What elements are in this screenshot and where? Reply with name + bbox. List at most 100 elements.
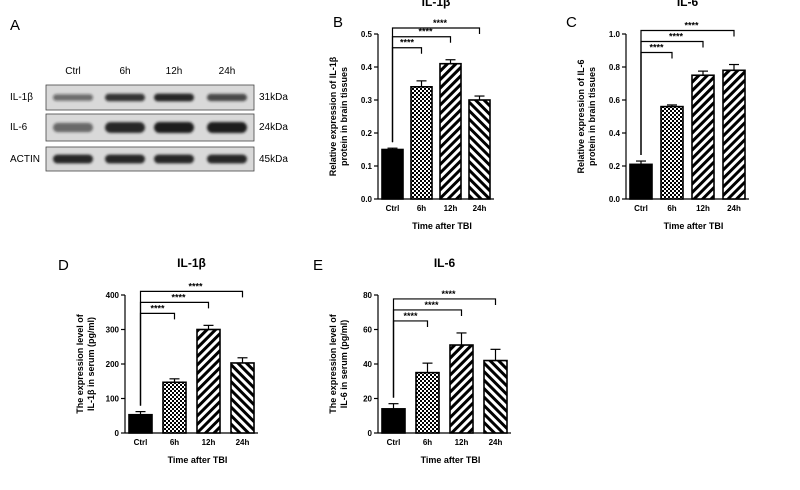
bar-ctrl: [128, 413, 153, 434]
significance-label-24h: ****: [684, 21, 699, 31]
panel-e-chart: E IL-6 0 20 40 60 80 The expression level ofIL-…: [313, 256, 511, 465]
y-tick-label: 0: [368, 429, 373, 438]
panel-letter-d: D: [58, 257, 69, 274]
y-tick-label: 0.8: [609, 63, 621, 72]
y-tick-label: 400: [106, 291, 120, 300]
y-tick-label: 0.2: [361, 129, 373, 138]
y-tick-label: 0.0: [609, 195, 621, 204]
blot-band-6h: [105, 154, 145, 164]
panel-a-western-blot: A Ctrl 6h 12h 24h IL-1β 31kDa IL-6 24kDa…: [10, 17, 288, 172]
panel-letter-b: B: [333, 14, 343, 31]
y-tick-label: 100: [106, 395, 120, 404]
x-tick-label-24h: 24h: [236, 438, 250, 447]
x-tick-label-24h: 24h: [489, 438, 503, 447]
y-tick-label: 0.6: [609, 96, 621, 105]
blot-band-12h: [154, 122, 194, 133]
blot-band-24h: [207, 122, 247, 133]
significance-label-12h: ****: [669, 32, 684, 42]
y-tick-label: 0.4: [609, 129, 621, 138]
bar-6h: [415, 371, 440, 434]
chart-title: IL-6: [677, 0, 699, 9]
significance-label-12h: ****: [418, 27, 433, 37]
significance-bracket-24h: [391, 27, 481, 143]
chart-title: IL-6: [434, 256, 456, 270]
significance-label-6h: ****: [649, 43, 664, 53]
y-axis-title-line: The expression level of: [328, 313, 338, 414]
y-tick-label: 20: [363, 395, 372, 404]
bar-12h: [449, 344, 474, 434]
significance-label-12h: ****: [171, 292, 186, 302]
blot-band-12h: [154, 154, 194, 164]
chart-title: IL-1β: [422, 0, 451, 9]
y-tick-label: 0.4: [361, 63, 373, 72]
y-axis-title-line: IL-1β in serum (pg/ml): [86, 317, 96, 411]
significance-label-24h: ****: [188, 281, 203, 291]
y-tick-label: 200: [106, 360, 120, 369]
y-axis-title: The expression level ofIL-1β in serum (p…: [75, 313, 96, 414]
x-tick-label-24h: 24h: [473, 204, 487, 213]
blot-protein-label: IL-1β: [10, 92, 33, 103]
x-tick-label-6h: 6h: [170, 438, 179, 447]
y-tick-label: 0.2: [609, 162, 621, 171]
y-axis-title: The expression level ofIL-6 in serum (pg…: [328, 313, 349, 414]
bar-24h: [230, 362, 255, 434]
lane-label-ctrl: Ctrl: [65, 66, 81, 77]
blot-protein-label: IL-6: [10, 122, 28, 133]
x-tick-label-ctrl: Ctrl: [134, 438, 148, 447]
y-tick-label: 1.0: [609, 30, 621, 39]
x-axis-title: Time after TBI: [664, 221, 724, 231]
panel-letter-a: A: [10, 17, 20, 34]
panel-letter-e: E: [313, 257, 323, 274]
y-tick-label: 80: [363, 291, 372, 300]
significance-bracket-24h: [392, 298, 497, 398]
blot-size-label: 31kDa: [259, 92, 288, 103]
blot-band-6h: [105, 122, 145, 133]
y-axis-title-line: Relative expression of IL-1β: [328, 56, 338, 176]
y-tick-label: 0.3: [361, 96, 373, 105]
bar-12h: [196, 328, 221, 434]
y-tick-label: 0.1: [361, 162, 373, 171]
blot-band-24h: [207, 154, 247, 164]
significance-bracket-24h: [640, 29, 735, 156]
x-tick-label-ctrl: Ctrl: [387, 438, 401, 447]
y-axis-title: Relative expression of IL-6protein in br…: [576, 59, 597, 173]
significance-label-6h: ****: [400, 38, 415, 48]
bar-6h: [162, 381, 187, 434]
lane-label-6h: 6h: [119, 66, 130, 77]
blot-protein-label: ACTIN: [10, 154, 40, 165]
x-tick-label-6h: 6h: [417, 204, 426, 213]
panel-c-chart: C IL-6 0.0 0.2 0.4 0.6 0.8 1.0 Relative expressi…: [566, 0, 749, 231]
x-tick-label-ctrl: Ctrl: [386, 204, 400, 213]
bar-12h: [439, 62, 462, 200]
blot-band-ctrl: [53, 94, 93, 101]
bar-ctrl: [629, 163, 653, 200]
panel-letter-c: C: [566, 14, 577, 31]
y-axis-title: Relative expression of IL-1βprotein in b…: [328, 56, 349, 176]
x-tick-label-12h: 12h: [455, 438, 469, 447]
y-tick-label: 0.5: [361, 30, 373, 39]
blot-band-24h: [207, 93, 247, 102]
x-tick-label-ctrl: Ctrl: [634, 204, 648, 213]
blot-band-ctrl: [53, 154, 93, 164]
significance-label-12h: ****: [424, 300, 439, 310]
x-tick-label-24h: 24h: [727, 204, 741, 213]
x-tick-label-12h: 12h: [444, 204, 458, 213]
x-axis-title: Time after TBI: [412, 221, 472, 231]
bar-12h: [691, 74, 715, 200]
y-axis-title-line: protein in brain tissues: [587, 67, 597, 166]
bar-24h: [483, 359, 508, 434]
y-axis-title-line: The expression level of: [75, 313, 85, 414]
y-tick-label: 40: [363, 360, 372, 369]
blot-row-actin: ACTIN 45kDa: [10, 146, 288, 172]
bar-ctrl: [381, 408, 406, 434]
chart-title: IL-1β: [177, 256, 206, 270]
x-tick-label-6h: 6h: [667, 204, 676, 213]
significance-label-6h: ****: [150, 303, 165, 313]
y-axis-title-line: protein in brain tissues: [339, 67, 349, 166]
blot-band-6h: [105, 93, 145, 102]
x-tick-label-12h: 12h: [696, 204, 710, 213]
significance-label-24h: ****: [433, 18, 448, 28]
significance-bracket-24h: [139, 290, 244, 406]
blot-size-label: 45kDa: [259, 154, 288, 165]
significance-label-6h: ****: [403, 311, 418, 321]
